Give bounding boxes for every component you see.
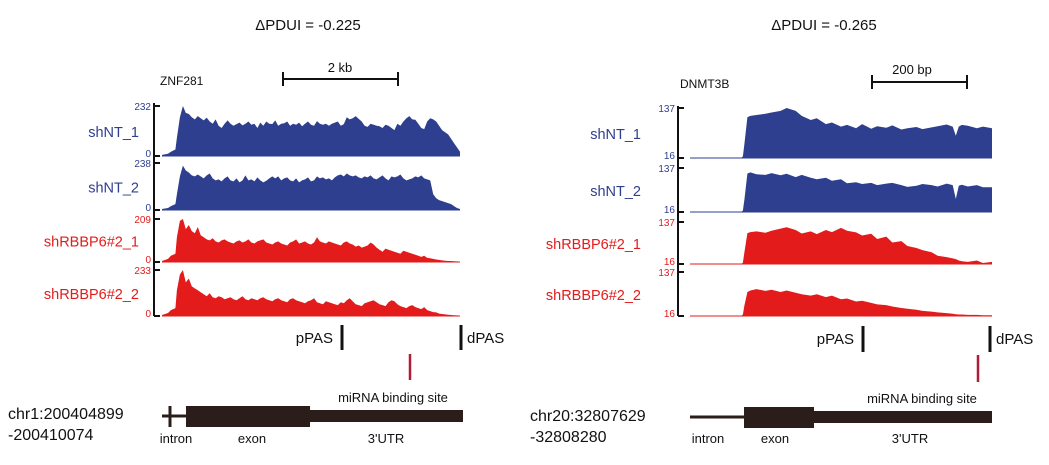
right-track-3-area <box>690 227 992 264</box>
panel-left-exon-label: exon <box>238 431 266 446</box>
left-track-1-name: shNT_1 <box>88 125 139 141</box>
left-track-3-ymin-label: 0 <box>145 255 151 266</box>
right-track-2-name: shNT_2 <box>590 184 641 200</box>
left-track-2-area <box>162 165 460 210</box>
panel-right-gene-model <box>690 407 992 428</box>
panel-right-title: ΔPDUI = -0.265 <box>771 17 876 34</box>
left-track-2-ymin-label: 0 <box>145 203 151 214</box>
right-track-2-ymax-label: 137 <box>658 164 675 175</box>
left-track-3-area <box>162 219 460 262</box>
panel-left-ppas-label: pPAS <box>296 330 333 347</box>
panel-left-intron-label: intron <box>160 431 193 446</box>
panel-right-mirna-label: miRNA binding site <box>867 391 977 406</box>
panel-left-coord-line2: -200410074 <box>8 427 94 444</box>
left-track-2-ymax-label: 238 <box>134 159 151 170</box>
left-track-3-name: shRBBP6#2_1 <box>44 235 139 251</box>
left-track-4-ymax-label: 233 <box>134 266 151 277</box>
right-track-4-ymax-label: 137 <box>658 268 675 279</box>
panel-left-title: ΔPDUI = -0.225 <box>255 17 360 34</box>
right-track-2-ymin-label: 16 <box>664 205 676 216</box>
left-track-4-ymin-label: 0 <box>145 309 151 320</box>
right-track-4-area <box>690 289 992 316</box>
panel-right-intron-label: intron <box>692 431 725 446</box>
right-track-3-ymin-label: 16 <box>664 257 676 268</box>
left-track-3-ymax-label: 209 <box>134 215 151 226</box>
right-track-1-name: shNT_1 <box>590 127 641 143</box>
panel-left-gene-model <box>162 406 463 427</box>
left-track-1-area <box>162 106 460 156</box>
panel-right-coord-line1: chr20:32807629 <box>530 408 646 425</box>
panel-left: ΔPDUI = -0.225 ZNF281 2 kb 232 0 shNT_1 238… <box>8 17 504 446</box>
panel-left-mirna-label: miRNA binding site <box>338 390 448 405</box>
panel-right-gene-name: DNMT3B <box>680 77 729 91</box>
panel-right-coord-line2: -32808280 <box>530 429 607 446</box>
right-track-1-area <box>690 108 992 158</box>
panel-left-gene-name: ZNF281 <box>160 74 204 88</box>
panel-right-utr-label: 3'UTR <box>892 431 928 446</box>
panel-left-scale-label: 2 kb <box>328 60 353 75</box>
right-track-4-ymin-label: 16 <box>664 309 676 320</box>
right-track-1-ymin-label: 16 <box>664 151 676 162</box>
left-track-2-name: shNT_2 <box>88 181 139 197</box>
panel-right-ppas-label: pPAS <box>817 331 854 348</box>
panel-right-exon-label: exon <box>761 431 789 446</box>
left-track-4-name: shRBBP6#2_2 <box>44 287 139 303</box>
panel-left-dpas-label: dPAS <box>467 330 504 347</box>
left-track-1-ymax-label: 232 <box>134 102 151 113</box>
panel-left-scale-bar: 2 kb <box>282 60 399 86</box>
right-track-2-area <box>690 172 992 212</box>
panel-right-scale-bar: 200 bp <box>871 62 968 89</box>
panel-left-utr-label: 3'UTR <box>368 431 404 446</box>
right-track-1-ymax-label: 137 <box>658 104 675 115</box>
panel-right-tracks: 13716shNT_113716shNT_213716shRBBP6#2_113… <box>546 104 992 320</box>
left-track-4-area <box>162 270 460 316</box>
panel-left-coord-line1: chr1:200404899 <box>8 406 124 423</box>
left-track-1-ymin-label: 0 <box>145 149 151 160</box>
panel-right: ΔPDUI = -0.265 DNMT3B 200 bp 13716shNT_1… <box>530 17 1033 446</box>
panel-right-dpas-label: dPAS <box>996 331 1033 348</box>
right-track-3-name: shRBBP6#2_1 <box>546 237 641 253</box>
panel-left-tracks: 2320shNT_12380shNT_22090shRBBP6#2_12330s… <box>44 102 460 320</box>
right-track-4-name: shRBBP6#2_2 <box>546 288 641 304</box>
right-track-3-ymax-label: 137 <box>658 218 675 229</box>
panel-right-scale-label: 200 bp <box>892 62 932 77</box>
